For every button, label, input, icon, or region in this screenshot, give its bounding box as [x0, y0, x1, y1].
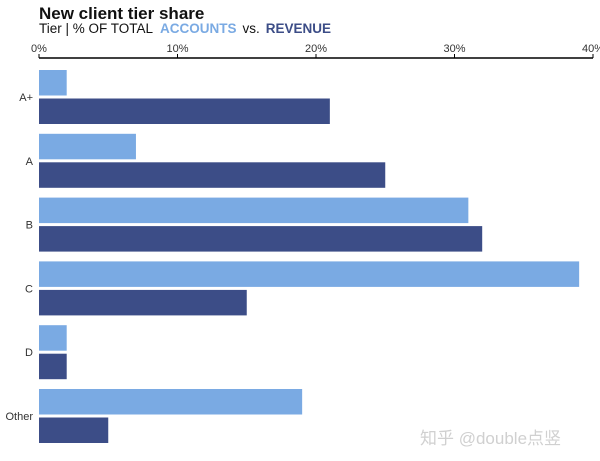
bar-accounts	[39, 389, 303, 415]
subtitle-vs: vs.	[242, 21, 260, 36]
bar-revenue	[39, 289, 247, 316]
x-tick-label: 20%	[305, 43, 327, 55]
subtitle-revenue-label: REVENUE	[265, 21, 332, 36]
x-tick-label: 30%	[443, 43, 465, 55]
subtitle-accounts-label: ACCOUNTS	[160, 21, 237, 36]
bar-revenue	[39, 226, 483, 252]
x-tick-label: 0%	[31, 43, 47, 55]
bar-revenue	[39, 353, 67, 380]
category-label: D	[25, 347, 33, 359]
x-tick-label: 10%	[166, 43, 188, 55]
bar-accounts	[39, 261, 580, 287]
bar-revenue	[39, 417, 109, 443]
category-label: C	[25, 283, 33, 295]
bar-revenue	[39, 162, 386, 188]
chart-title: New client tier share	[39, 4, 205, 23]
bar-accounts	[39, 197, 469, 224]
category-label: A	[26, 156, 34, 168]
x-tick-label: 40%	[582, 43, 600, 55]
subtitle-prefix: Tier | % OF TOTAL	[39, 21, 154, 36]
category-label: B	[26, 220, 33, 232]
bar-accounts	[39, 325, 67, 351]
bar-accounts	[39, 70, 67, 96]
watermark: 知乎 @double点竖	[420, 429, 562, 448]
bar-revenue	[39, 98, 330, 124]
category-label: Other	[5, 411, 33, 423]
chart-subtitle: Tier | % OF TOTAL ACCOUNTS vs. REVENUE	[39, 21, 331, 36]
bar-accounts	[39, 133, 136, 160]
category-label: A+	[19, 92, 33, 104]
